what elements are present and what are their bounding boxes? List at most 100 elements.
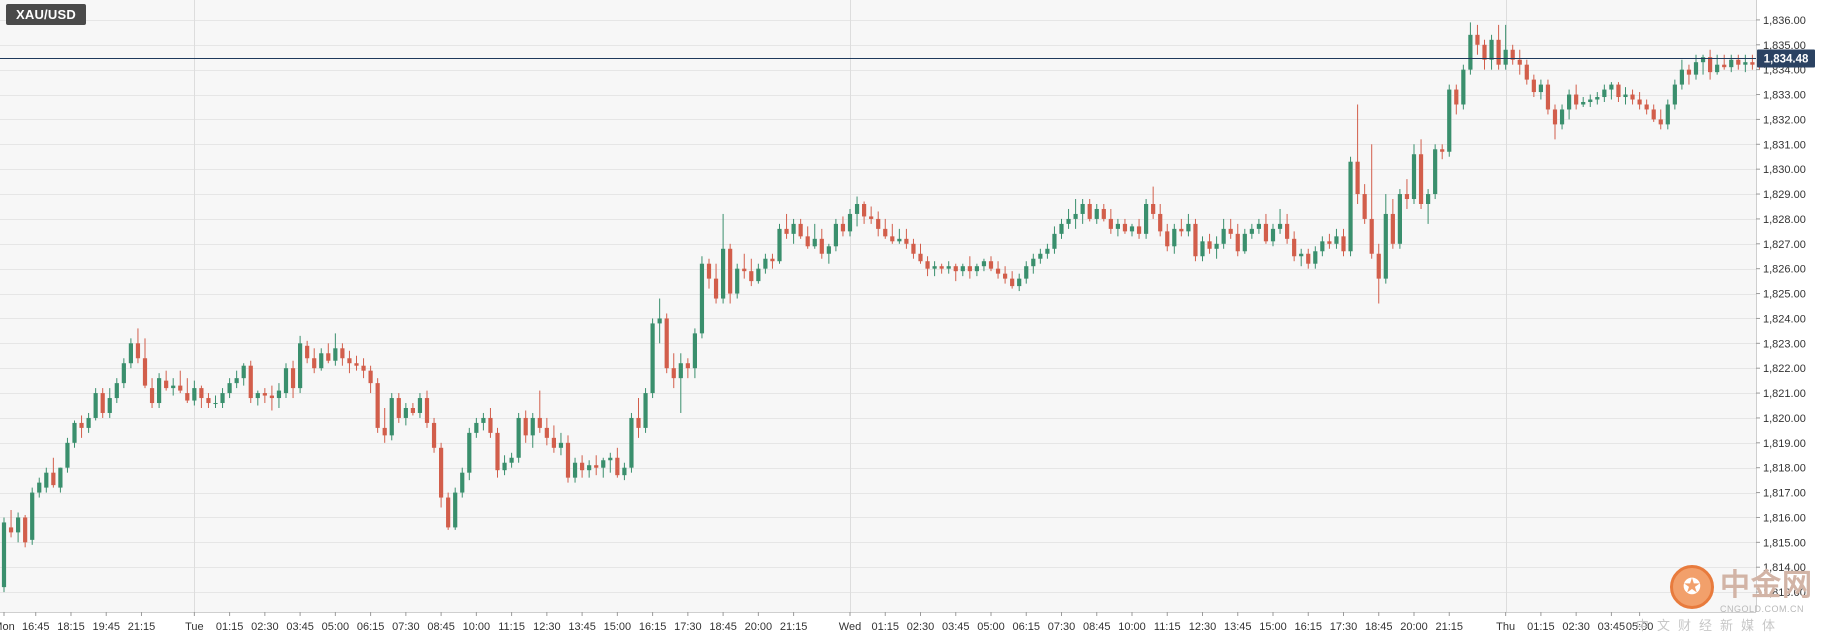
candle xyxy=(58,467,63,493)
y-tick-label: 1,824.00 xyxy=(1763,313,1806,325)
candle-body xyxy=(763,258,768,269)
current-price-line: 1,834.48 xyxy=(0,49,1815,68)
candle xyxy=(967,256,972,279)
candle xyxy=(1214,236,1219,259)
candle xyxy=(756,263,761,284)
candle xyxy=(65,437,70,473)
candle xyxy=(1172,223,1177,254)
candle-body xyxy=(1567,94,1572,110)
y-tick-label: 1,833.00 xyxy=(1763,90,1806,102)
candle-body xyxy=(840,223,846,232)
watermark-name: 中金网 xyxy=(1720,568,1813,603)
candle-body xyxy=(396,398,401,418)
x-tick-label: Thu xyxy=(1496,621,1515,633)
candle-body xyxy=(784,228,789,234)
y-tick-label: 1,813.00 xyxy=(1763,587,1806,599)
candle xyxy=(960,263,965,277)
y-tick-label: 1,817.00 xyxy=(1763,488,1806,500)
x-tick-label: 10:00 xyxy=(463,621,491,633)
x-tick-label: Mon xyxy=(0,621,15,633)
candle-body xyxy=(1158,213,1163,232)
symbol-label[interactable]: XAU/USD xyxy=(6,4,86,25)
candle xyxy=(375,378,380,433)
candle-body xyxy=(565,442,571,478)
candle xyxy=(777,223,782,264)
candle-body xyxy=(234,378,239,384)
candle-body xyxy=(1574,94,1579,105)
candle-body xyxy=(925,261,930,269)
candle-body xyxy=(1087,204,1092,219)
x-tick-label: 03:45 xyxy=(942,621,970,633)
candle xyxy=(1630,89,1635,105)
candle-body xyxy=(1383,213,1388,279)
x-tick-label: 18:45 xyxy=(709,621,737,633)
candle xyxy=(981,258,987,272)
candle xyxy=(1151,186,1156,219)
y-tick-label: 1,822.00 xyxy=(1763,363,1806,375)
candle-body xyxy=(988,261,994,269)
candle xyxy=(474,417,479,438)
candle xyxy=(269,385,274,411)
candle xyxy=(93,388,98,421)
candle-body xyxy=(410,408,415,413)
candle-body xyxy=(1637,99,1642,105)
candle xyxy=(1552,104,1558,140)
candle xyxy=(862,201,867,224)
candle-body xyxy=(1729,59,1734,68)
candle-body xyxy=(1003,273,1008,279)
x-tick-label: 16:15 xyxy=(1294,621,1322,633)
candle-body xyxy=(537,417,542,428)
candle-body xyxy=(206,398,211,404)
candle xyxy=(601,457,606,478)
candle-body xyxy=(16,517,21,533)
y-tick-label: 1,815.00 xyxy=(1763,537,1806,549)
candle-body xyxy=(389,398,394,436)
candle xyxy=(1679,59,1684,90)
y-tick-label: 1,834.00 xyxy=(1763,65,1806,77)
candle-body xyxy=(1010,278,1015,287)
candle xyxy=(389,393,394,441)
candle-body xyxy=(30,492,35,540)
candle-body xyxy=(262,393,267,396)
candle xyxy=(248,360,253,404)
candle xyxy=(509,452,514,468)
candle-body xyxy=(735,268,740,294)
candle-body xyxy=(1496,39,1501,65)
candle-body xyxy=(213,403,218,405)
x-tick-label: 10:00 xyxy=(1118,621,1146,633)
candle xyxy=(431,417,437,453)
candle xyxy=(185,378,190,404)
candle xyxy=(178,370,183,394)
candle-body xyxy=(1461,69,1466,105)
x-tick-label: 11:15 xyxy=(1154,621,1181,633)
candle-body xyxy=(854,204,860,214)
candle xyxy=(1052,226,1057,254)
candle-body xyxy=(1743,62,1748,65)
candle xyxy=(1327,233,1332,249)
candle-body xyxy=(227,383,232,394)
candle-body xyxy=(1313,251,1318,264)
candle-body xyxy=(417,398,423,413)
candle xyxy=(283,363,289,399)
candle-body xyxy=(1672,84,1677,105)
candle xyxy=(1397,189,1402,249)
candle xyxy=(1426,189,1431,224)
candle xyxy=(615,447,620,478)
candle xyxy=(227,378,232,399)
candle xyxy=(502,455,507,476)
candle-body xyxy=(1242,233,1247,252)
candle-body xyxy=(1024,266,1029,279)
candle xyxy=(79,415,84,438)
candle-body xyxy=(1334,236,1339,244)
candle xyxy=(1390,199,1395,249)
candle-body xyxy=(1355,161,1360,195)
candle-body xyxy=(1017,278,1022,287)
candle xyxy=(305,340,310,364)
candle-body xyxy=(128,343,133,364)
candle xyxy=(326,343,331,364)
candle xyxy=(72,420,77,448)
candle xyxy=(467,427,472,481)
candle xyxy=(44,467,49,493)
x-tick-label: 13:45 xyxy=(568,621,596,633)
